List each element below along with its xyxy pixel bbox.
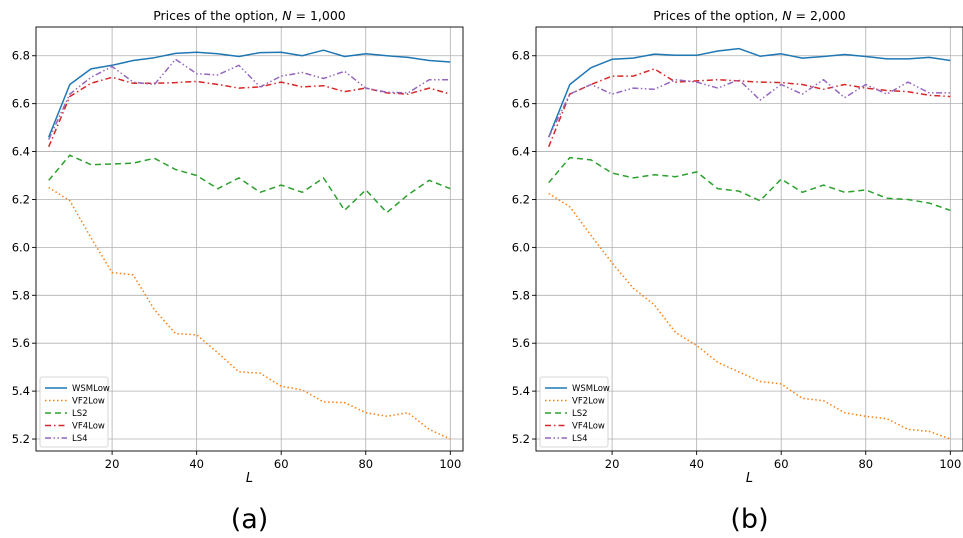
y-tick-label-1: 5.4 [12,384,30,398]
y-tick-label-0: 5.2 [512,432,530,446]
legend-box [39,376,109,448]
series-line-wsmlow [48,49,451,138]
y-tick-label-8: 6.8 [12,49,30,63]
legend-label-vf4low: VF4Low [572,422,605,432]
series-line-wsmlow [548,47,951,138]
x-tick-label-3: 80 [858,457,873,471]
x-tick-label-2: 60 [774,457,789,471]
y-tick-label-3: 5.8 [12,288,30,302]
y-tick-label-8: 6.8 [512,49,530,63]
x-tick-label-4: 100 [439,457,461,471]
plot-frame [535,26,963,452]
panel-label: (a) [231,504,269,535]
series-line-vf2low [48,186,451,440]
plot-frame [35,26,464,452]
series-line-ls4 [48,58,451,140]
series-line-vf4low [548,68,951,148]
legend: WSMLow VF2Low LS2 VF4Low LS4 [539,376,610,448]
series-line-ls2 [548,156,951,212]
x-axis-label: L [746,471,753,486]
x-tick-label-1: 40 [189,457,204,471]
legend-label-wsmlow: WSMLow [572,384,610,394]
legend-label-vf2low: VF2Low [572,397,605,407]
y-tick-label-5: 6.2 [12,192,30,206]
chart-panel-b: 20 40 60 80 100 5.2 5.4 5.6 5.8 6.0 6.2 6.4 6.6 6.8 Pr… [512,8,963,535]
chart-title: Prices of the option, N = 1,000 [153,8,346,23]
legend-label-ls4: LS4 [572,434,588,444]
chart-panel-a: 20 40 60 80 100 5.2 5.4 5.6 5.8 6.0 6.2 6.4 6.6 6.8 Pr… [12,8,464,535]
y-tick-label-7: 6.6 [12,97,30,111]
series-line-ls4 [548,78,951,138]
y-tick-label-5: 6.2 [512,192,530,206]
x-tick-label-1: 40 [689,457,704,471]
legend: WSMLow VF2Low LS2 VF4Low LS4 [39,376,110,448]
y-tick-label-2: 5.6 [512,336,530,350]
y-tick-label-7: 6.6 [512,97,530,111]
x-tick-label-3: 80 [358,457,373,471]
legend-label-wsmlow: WSMLow [72,384,110,394]
y-tick-label-4: 6.0 [12,240,30,254]
legend-label-ls2: LS2 [72,409,88,419]
y-tick-label-4: 6.0 [512,240,530,254]
y-tick-label-2: 5.6 [12,336,30,350]
x-tick-label-0: 20 [605,457,620,471]
x-axis-label: L [246,471,253,486]
panel-label: (b) [730,504,768,535]
y-tick-label-0: 5.2 [12,432,30,446]
x-tick-label-0: 20 [105,457,120,471]
series-line-vf4low [48,76,451,148]
y-tick-label-6: 6.4 [12,145,30,159]
x-tick-label-4: 100 [939,457,961,471]
series-line-vf2low [548,192,951,440]
y-tick-label-3: 5.8 [512,288,530,302]
y-tick-label-1: 5.4 [512,384,530,398]
y-tick-label-6: 6.4 [512,145,530,159]
legend-label-ls4: LS4 [72,434,88,444]
x-tick-label-2: 60 [274,457,289,471]
legend-label-vf4low: VF4Low [72,422,105,432]
chart-title: Prices of the option, N = 2,000 [653,8,846,23]
legend-label-vf2low: VF2Low [72,397,105,407]
legend-box [539,376,609,448]
legend-label-ls2: LS2 [572,409,588,419]
series-line-ls2 [48,154,451,214]
